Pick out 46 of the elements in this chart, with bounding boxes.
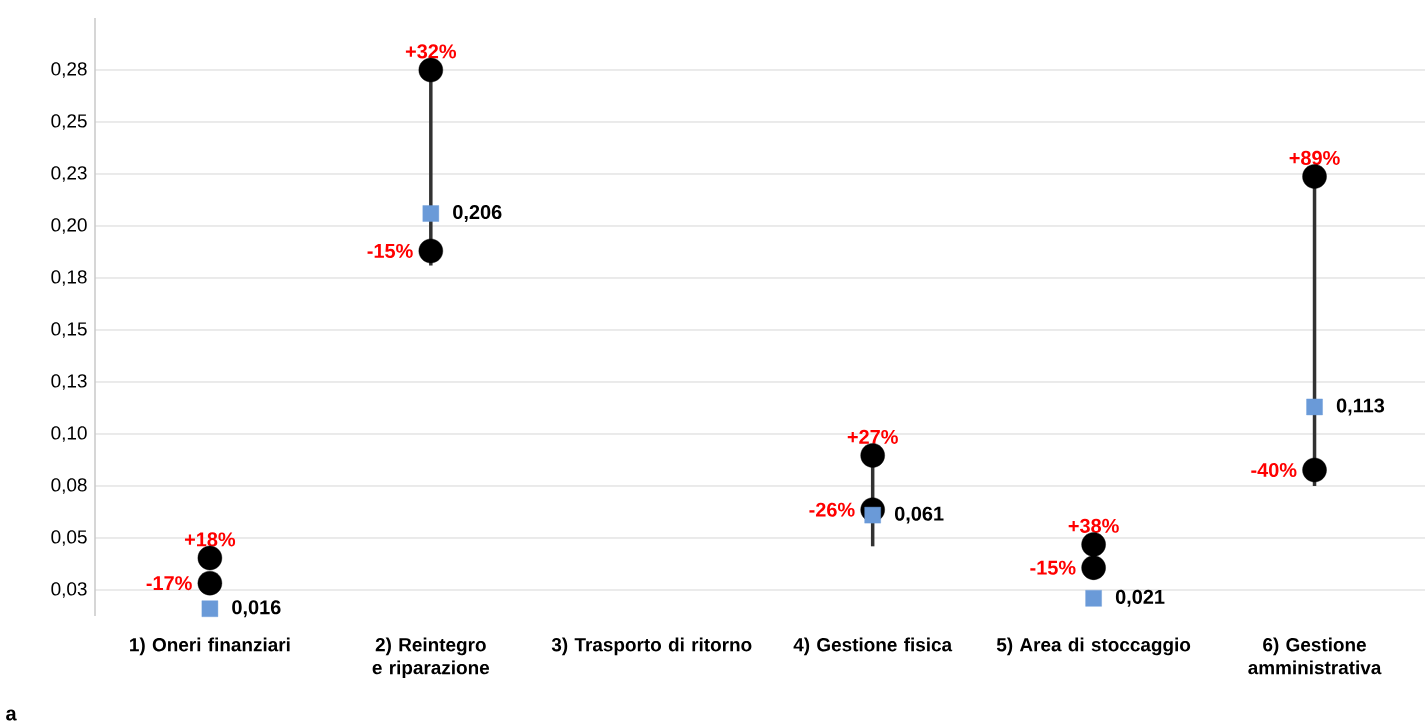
- annotation: +32%: [405, 44, 457, 59]
- y-tick-label: 0,03: [51, 582, 87, 598]
- point: [1302, 164, 1327, 189]
- annotation: -17%: [146, 576, 192, 591]
- annotation: -15%: [367, 243, 413, 258]
- point: [422, 205, 440, 222]
- y-tick-label: 0,25: [51, 114, 87, 130]
- y-tick-label: 0,08: [51, 478, 87, 494]
- y-tick-label: 0,23: [51, 166, 87, 182]
- data-label: 0,021: [1115, 589, 1165, 607]
- annotation: +27%: [847, 429, 898, 444]
- x-tick-label: 3) Trasporto di ritorno: [551, 637, 752, 656]
- point: [1085, 590, 1102, 607]
- y-tick-label: 0,15: [51, 322, 87, 338]
- y-tick-label: 0,05: [51, 530, 87, 546]
- point: [418, 57, 444, 83]
- y-tick-label: 0,10: [51, 426, 87, 442]
- annotation: -26%: [809, 502, 855, 517]
- x-tick-label: 5) Area di stoccaggio: [996, 637, 1191, 656]
- point: [197, 570, 223, 596]
- x-tick-label: 1) Oneri finanziari: [130, 637, 290, 656]
- x-tick-label: 6) Gestione amministrativa: [1248, 637, 1382, 675]
- y-tick-label: 0,13: [51, 374, 87, 390]
- point: [418, 238, 444, 264]
- annotation: -15%: [1030, 560, 1076, 575]
- point: [860, 443, 885, 468]
- point: [1306, 398, 1323, 416]
- annotation: +38%: [1068, 518, 1119, 533]
- point: [1081, 532, 1106, 557]
- point: [1302, 457, 1327, 483]
- y-tick-label: 0,28: [51, 62, 87, 78]
- annotation: +18%: [184, 532, 236, 547]
- data-label: 0,113: [1336, 398, 1385, 416]
- point: [201, 600, 219, 617]
- annotation: -40%: [1251, 462, 1297, 478]
- data-label: 0,206: [453, 205, 502, 223]
- x-tick-label: 2) Reintegro e riparazione: [372, 637, 490, 679]
- text: a: [6, 709, 17, 721]
- y-tick-label: 0,18: [51, 270, 87, 286]
- annotation: +89%: [1289, 150, 1340, 165]
- x-tick-label: 4) Gestione fisica: [793, 637, 953, 656]
- data-label: 0,016: [232, 600, 281, 618]
- data-label: 0,061: [894, 506, 944, 524]
- y-tick-label: 0,20: [51, 218, 87, 234]
- point: [1081, 555, 1106, 580]
- point: [197, 545, 223, 571]
